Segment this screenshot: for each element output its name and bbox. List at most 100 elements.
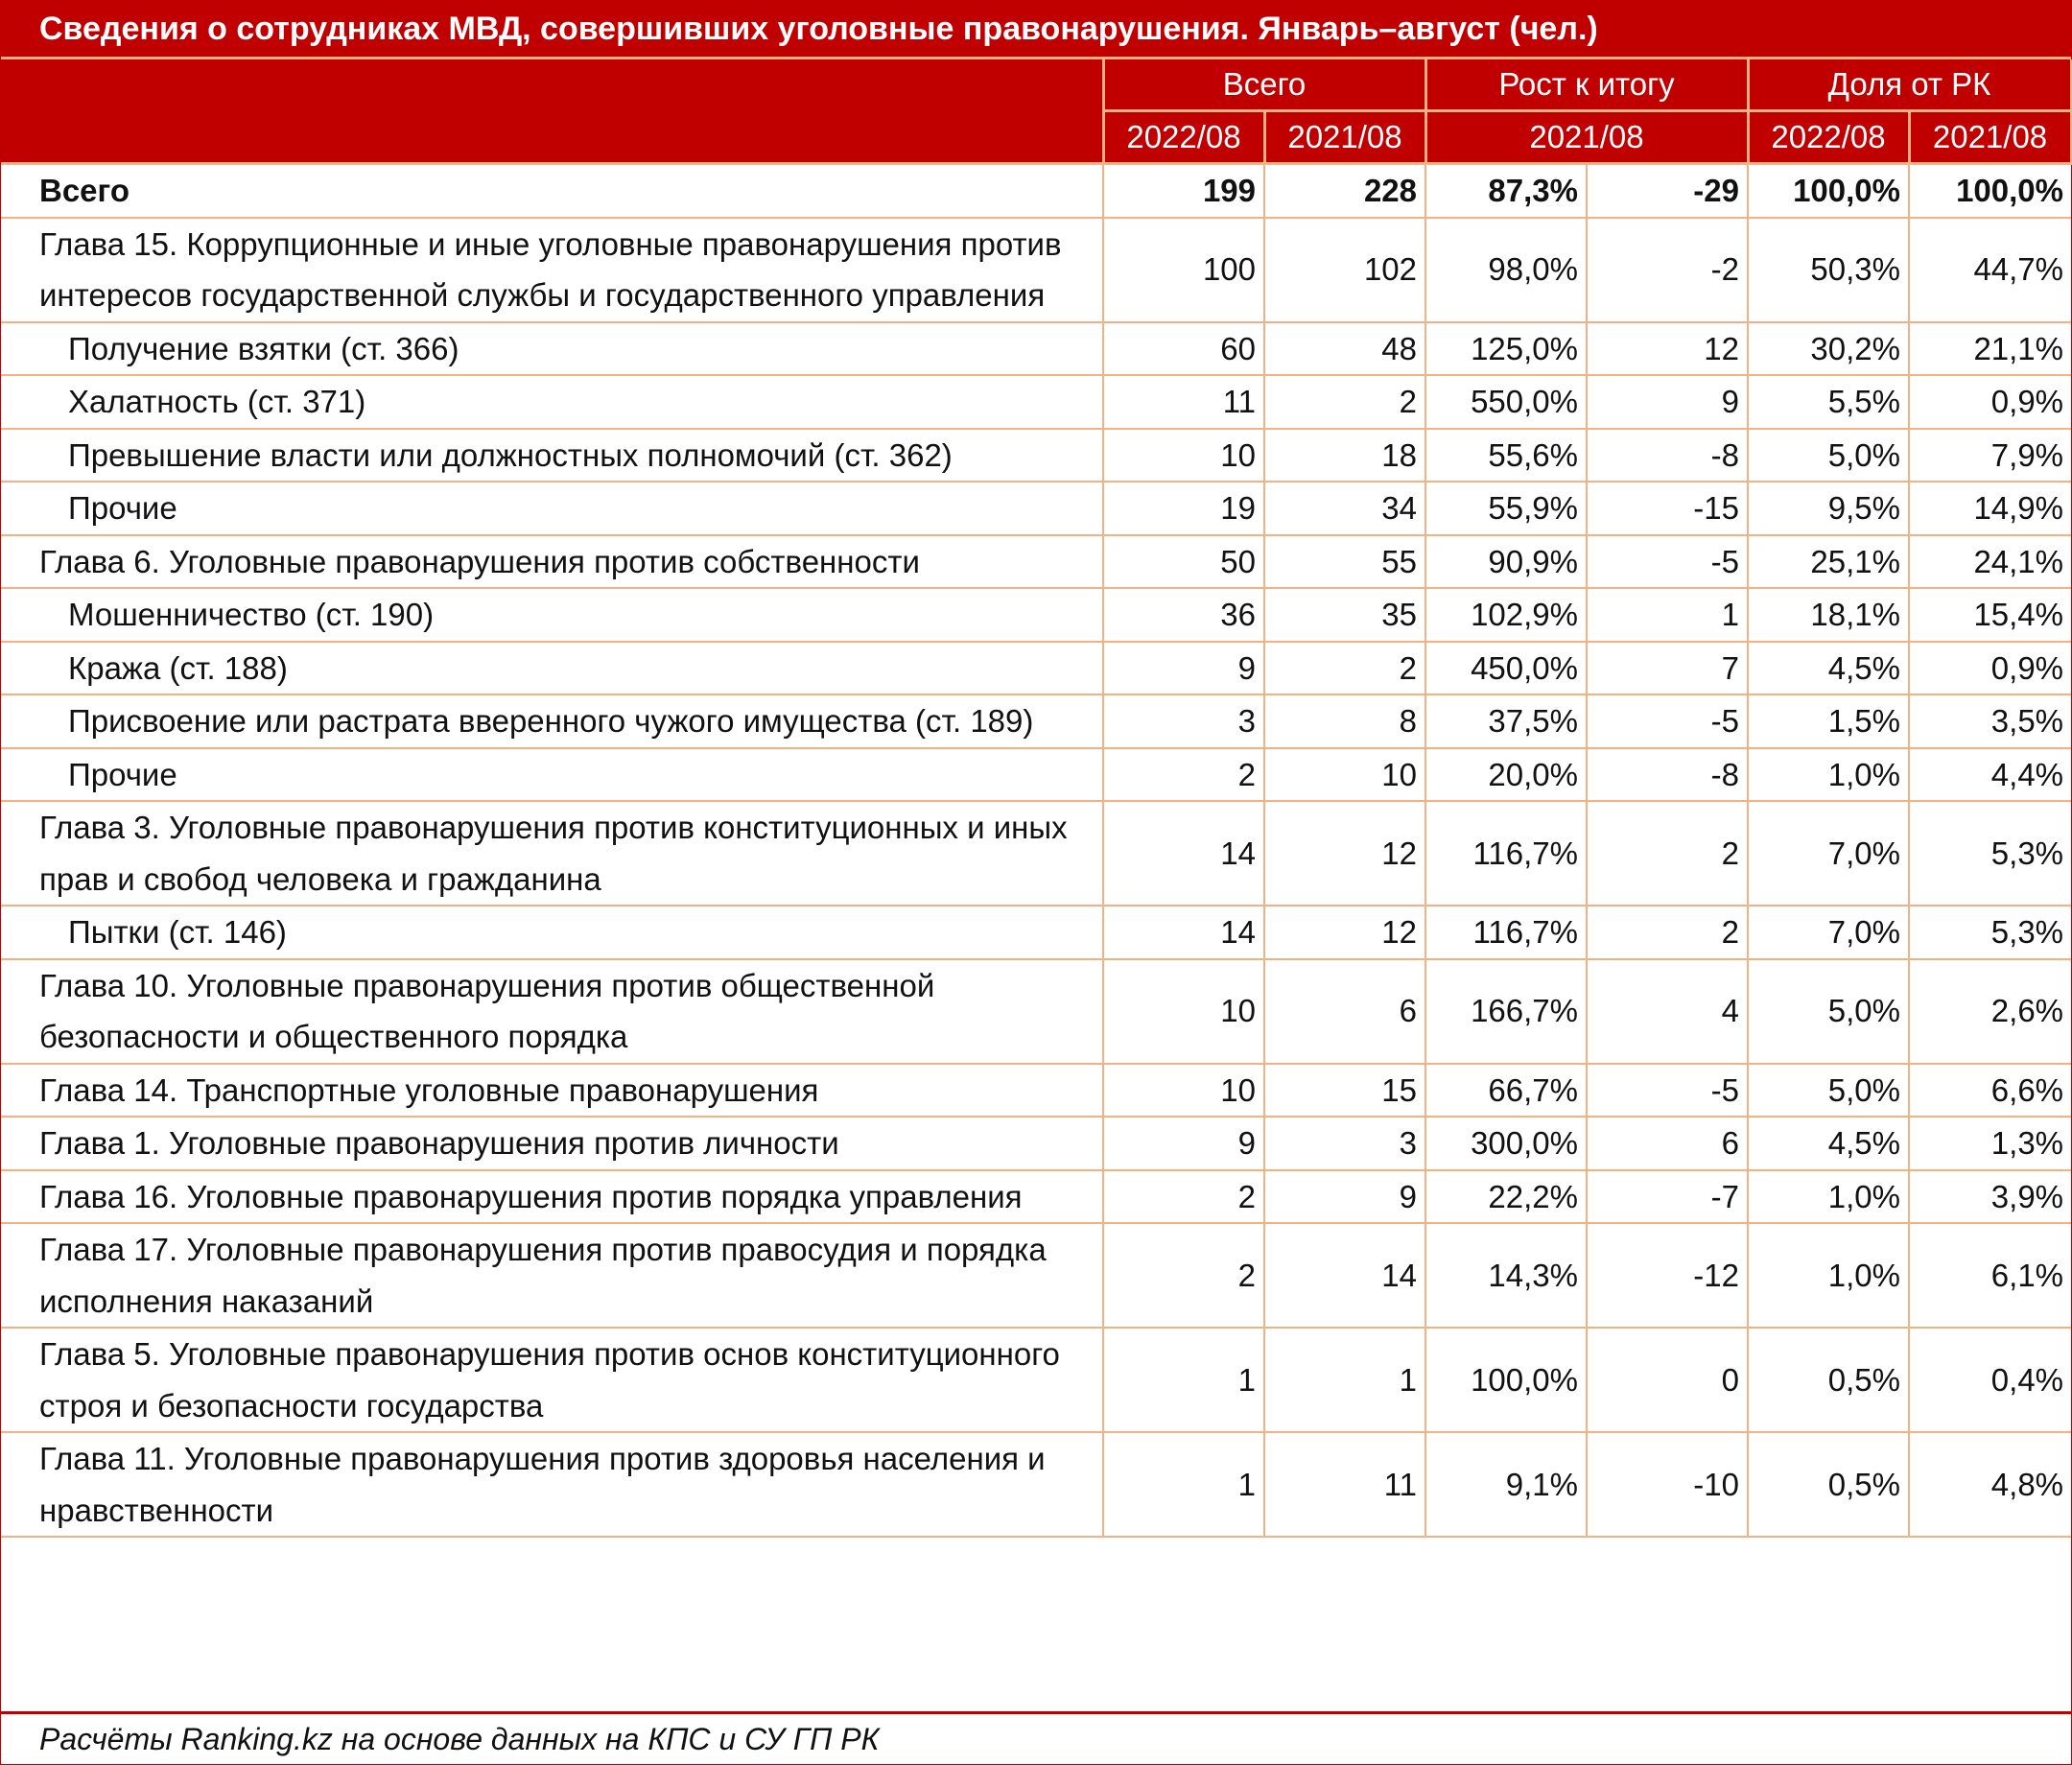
cell-growth-pct: 9,1% (1424, 1431, 1588, 1538)
cell-share-2022: 1,0% (1747, 1222, 1910, 1329)
cell-total-2021: 2 (1263, 640, 1426, 695)
cell-total-2021: 102 (1263, 216, 1426, 323)
table-row: Глава 11. Уголовные правонарушения проти… (1, 1431, 2072, 1538)
data-table: Всего Рост к итогу Доля от РК 2022/08 20… (1, 59, 2072, 1538)
cell-total-2022: 3 (1102, 694, 1265, 749)
row-label: Мошенничество (ст. 190) (1, 587, 1104, 643)
cell-share-2021: 14,9% (1907, 481, 2072, 536)
table-row: Глава 3. Уголовные правонарушения против… (1, 800, 2072, 906)
cell-growth-pct: 166,7% (1424, 957, 1588, 1065)
row-label: Всего (1, 162, 1104, 219)
cell-growth-abs: -12 (1586, 1222, 1749, 1329)
table-row: Глава 6. Уголовные правонарушения против… (1, 533, 2072, 589)
cell-total-2021: 14 (1263, 1222, 1426, 1329)
cell-growth-abs: 12 (1586, 320, 1749, 376)
cell-total-2021: 48 (1263, 320, 1426, 376)
cell-share-2022: 100,0% (1747, 162, 1910, 219)
row-label: Глава 1. Уголовные правонарушения против… (1, 1116, 1104, 1171)
cell-total-2021: 12 (1263, 800, 1426, 906)
cell-total-2022: 36 (1102, 587, 1265, 643)
cell-total-2022: 2 (1102, 1222, 1265, 1329)
cell-share-2021: 4,4% (1907, 746, 2072, 802)
cell-growth-pct: 550,0% (1424, 374, 1588, 430)
table-row: Глава 16. Уголовные правонарушения проти… (1, 1168, 2072, 1224)
cell-share-2021: 3,5% (1907, 694, 2072, 749)
cell-growth-abs: -8 (1586, 746, 1749, 802)
cell-growth-pct: 100,0% (1424, 1327, 1588, 1433)
cell-total-2022: 19 (1102, 481, 1265, 536)
cell-growth-pct: 87,3% (1424, 162, 1588, 219)
cell-growth-abs: -7 (1586, 1168, 1749, 1224)
table-row: Глава 1. Уголовные правонарушения против… (1, 1116, 2072, 1171)
source-note: Расчёты Ranking.kz на основе данных на К… (1, 1711, 2071, 1764)
table-row: Превышение власти или должностных полном… (1, 427, 2072, 482)
cell-total-2021: 35 (1263, 587, 1426, 643)
cell-share-2021: 0,4% (1907, 1327, 2072, 1433)
cell-growth-pct: 55,6% (1424, 427, 1588, 482)
row-label: Прочие (1, 481, 1104, 536)
cell-total-2022: 199 (1102, 162, 1265, 219)
cell-total-2021: 9 (1263, 1168, 1426, 1224)
table-row: Получение взятки (ст. 366) 60 48 125,0% 12 30… (1, 320, 2072, 376)
cell-share-2021: 2,6% (1907, 957, 2072, 1065)
cell-total-2022: 1 (1102, 1431, 1265, 1538)
cell-growth-pct: 116,7% (1424, 800, 1588, 906)
cell-total-2022: 10 (1102, 1062, 1265, 1118)
cell-share-2022: 5,0% (1747, 1062, 1910, 1118)
cell-total-2022: 9 (1102, 640, 1265, 695)
cell-share-2022: 4,5% (1747, 640, 1910, 695)
cell-growth-abs: 7 (1586, 640, 1749, 695)
cell-share-2021: 3,9% (1907, 1168, 2072, 1224)
subheader-total-2022: 2022/08 (1101, 110, 1266, 165)
cell-growth-pct: 20,0% (1424, 746, 1588, 802)
table-row: Глава 10. Уголовные правонарушения проти… (1, 957, 2072, 1065)
cell-total-2021: 18 (1263, 427, 1426, 482)
cell-total-2022: 2 (1102, 1168, 1265, 1224)
cell-total-2021: 3 (1263, 1116, 1426, 1171)
cell-total-2022: 10 (1102, 957, 1265, 1065)
cell-share-2022: 1,0% (1747, 746, 1910, 802)
cell-total-2021: 12 (1263, 905, 1426, 960)
table-row: Глава 5. Уголовные правонарушения против… (1, 1327, 2072, 1433)
row-label: Получение взятки (ст. 366) (1, 320, 1104, 376)
cell-growth-abs: -5 (1586, 694, 1749, 749)
cell-share-2022: 1,0% (1747, 1168, 1910, 1224)
cell-growth-abs: -10 (1586, 1431, 1749, 1538)
table-row: Прочие 2 10 20,0% -8 1,0% 4,4% (1, 746, 2072, 802)
row-label: Глава 17. Уголовные правонарушения проти… (1, 1222, 1104, 1329)
cell-share-2021: 0,9% (1907, 640, 2072, 695)
cell-share-2022: 0,5% (1747, 1327, 1910, 1433)
cell-total-2021: 6 (1263, 957, 1426, 1065)
cell-growth-pct: 300,0% (1424, 1116, 1588, 1171)
header-blank (1, 59, 1105, 165)
cell-share-2022: 4,5% (1747, 1116, 1910, 1171)
cell-growth-abs: -8 (1586, 427, 1749, 482)
cell-share-2021: 1,3% (1907, 1116, 2072, 1171)
row-label: Кража (ст. 188) (1, 640, 1104, 695)
cell-growth-pct: 55,9% (1424, 481, 1588, 536)
row-label: Глава 16. Уголовные правонарушения проти… (1, 1168, 1104, 1224)
cell-total-2022: 14 (1102, 905, 1265, 960)
cell-share-2021: 44,7% (1907, 216, 2072, 323)
row-label: Глава 3. Уголовные правонарушения против… (1, 800, 1104, 906)
table-row: Глава 14. Транспортные уголовные правона… (1, 1062, 2072, 1118)
cell-share-2022: 5,5% (1747, 374, 1910, 430)
cell-total-2022: 50 (1102, 533, 1265, 589)
cell-growth-pct: 66,7% (1424, 1062, 1588, 1118)
cell-share-2022: 25,1% (1747, 533, 1910, 589)
cell-growth-abs: 6 (1586, 1116, 1749, 1171)
cell-growth-abs: -5 (1586, 533, 1749, 589)
cell-growth-pct: 37,5% (1424, 694, 1588, 749)
cell-growth-abs: -2 (1586, 216, 1749, 323)
cell-growth-pct: 90,9% (1424, 533, 1588, 589)
cell-total-2021: 11 (1263, 1431, 1426, 1538)
cell-growth-abs: 2 (1586, 800, 1749, 906)
cell-total-2021: 10 (1263, 746, 1426, 802)
cell-total-2022: 14 (1102, 800, 1265, 906)
cell-total-2022: 2 (1102, 746, 1265, 802)
cell-growth-pct: 450,0% (1424, 640, 1588, 695)
subheader-total-2021: 2021/08 (1262, 110, 1427, 165)
cell-share-2021: 15,4% (1907, 587, 2072, 643)
table-row: Пытки (ст. 146) 14 12 116,7% 2 7,0% 5,3% (1, 905, 2072, 960)
